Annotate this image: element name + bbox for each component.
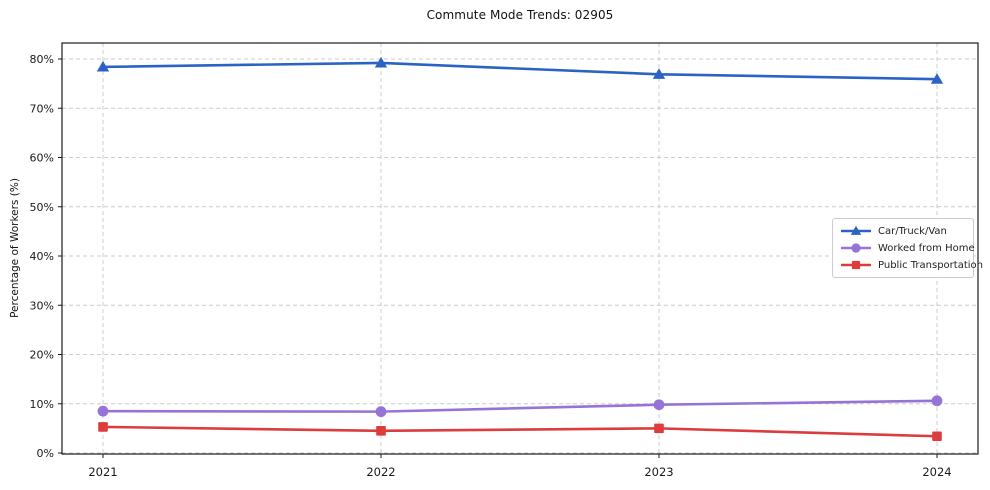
marker-car-truck-van bbox=[652, 68, 666, 79]
legend-item-car-truck-van: Car/Truck/Van bbox=[841, 225, 965, 237]
legend-label: Car/Truck/Van bbox=[878, 225, 947, 237]
chart-title: Commute Mode Trends: 02905 bbox=[426, 8, 614, 22]
marker-public-transportation bbox=[98, 422, 108, 432]
marker-worked-from-home bbox=[97, 405, 109, 417]
marker-public-transportation bbox=[376, 426, 386, 436]
legend: Car/Truck/Van Worked from Home Public Tran… bbox=[832, 218, 983, 278]
marker-worked-from-home bbox=[931, 395, 943, 407]
marker-worked-from-home bbox=[375, 406, 387, 418]
marker-worked-from-home bbox=[653, 399, 665, 411]
circle-marker-icon bbox=[841, 243, 871, 253]
legend-marker bbox=[851, 260, 861, 270]
series-line-worked-from-home bbox=[101, 399, 939, 413]
y-tick-label: 10% bbox=[30, 398, 54, 411]
x-tick-label: 2021 bbox=[88, 465, 117, 479]
y-tick-label: 0% bbox=[37, 447, 54, 460]
marker-public-transportation bbox=[654, 423, 664, 434]
series-line-public-transportation bbox=[101, 425, 939, 438]
legend-label: Public Transportation bbox=[878, 259, 983, 271]
legend-item-public-transportation: Public Transportation bbox=[841, 259, 983, 271]
marker-public-transportation bbox=[932, 431, 942, 442]
x-tick-label: 2024 bbox=[922, 465, 951, 479]
marker-car-truck-van bbox=[930, 73, 944, 84]
legend-marker bbox=[851, 243, 861, 253]
legend-marker bbox=[850, 225, 862, 235]
y-tick-label: 80% bbox=[30, 53, 54, 66]
marker-car-truck-van bbox=[374, 56, 388, 68]
x-tick-label: 2022 bbox=[366, 465, 395, 479]
series-line-car-truck-van bbox=[101, 61, 939, 81]
x-tick-label: 2023 bbox=[644, 465, 673, 479]
square-marker-icon bbox=[841, 260, 871, 270]
legend-item-worked-from-home: Worked from Home bbox=[841, 242, 975, 254]
triangle-marker-icon bbox=[841, 225, 871, 235]
legend-label: Worked from Home bbox=[878, 242, 975, 254]
y-tick-label: 70% bbox=[30, 102, 54, 115]
y-tick-label: 40% bbox=[30, 250, 54, 263]
axes-border bbox=[61, 42, 979, 455]
y-tick-label: 30% bbox=[30, 299, 54, 312]
y-tick-label: 60% bbox=[30, 152, 54, 165]
marker-car-truck-van bbox=[96, 60, 110, 72]
y-tick-label: 20% bbox=[30, 349, 54, 362]
y-tick-label: 50% bbox=[30, 201, 54, 214]
